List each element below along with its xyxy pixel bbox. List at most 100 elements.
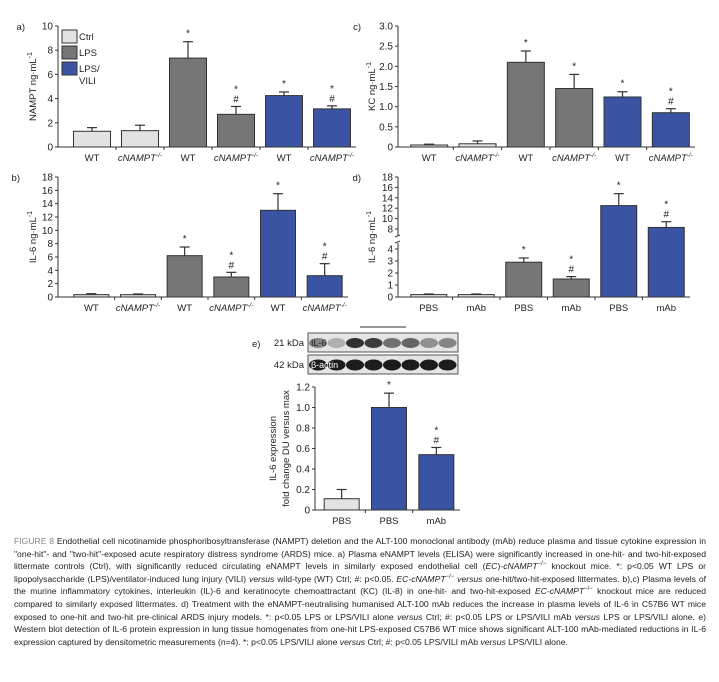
significance-star: *	[229, 250, 233, 261]
y-tick-label: 1.0	[296, 403, 310, 414]
blot-band	[364, 359, 383, 371]
x-tick-label: PBS	[332, 516, 351, 527]
y-tick-label: 0.8	[296, 424, 310, 435]
y-tick-label: 2	[387, 269, 393, 280]
y-tick-label: 4	[47, 94, 53, 105]
caption-text: knockout mice are reduced compared to si…	[14, 586, 706, 622]
panel-label: e)	[252, 339, 260, 350]
caption-text: cNAMPT	[503, 561, 538, 572]
bar	[313, 108, 351, 148]
y-axis-label: IL-6 expression	[268, 416, 279, 481]
y-tick-label: 14	[382, 193, 394, 204]
x-tick-label: cNAMPT-/-	[118, 152, 163, 164]
x-tick-label: WT	[271, 303, 286, 314]
x-tick-label: PBS	[379, 516, 398, 527]
y-tick-label: 0.2	[296, 485, 310, 496]
y-tick-label: 4	[387, 245, 393, 256]
y-axis-label-sup: -1	[366, 211, 373, 217]
bar	[306, 275, 343, 298]
panel-label: c)	[353, 22, 361, 33]
x-tick-label: PBS	[609, 303, 628, 314]
bar	[169, 57, 207, 148]
caption-text: EC-cNAMPT	[396, 573, 446, 584]
bar	[457, 294, 495, 298]
y-tick-label: 10	[42, 22, 54, 33]
x-tick-label: WT	[277, 153, 292, 164]
x-tick-label-sup: -/-	[247, 302, 254, 309]
y-tick-label: 8	[47, 239, 53, 250]
bar	[73, 294, 110, 298]
bar	[505, 261, 543, 298]
caption-text: EC-cNAMPT	[534, 586, 585, 597]
bar	[506, 61, 545, 148]
x-tick-label-sup: -/-	[687, 152, 694, 159]
significance-star: *	[323, 242, 327, 253]
bar	[555, 88, 594, 148]
y-tick-label: 12	[42, 213, 54, 224]
bar	[73, 130, 111, 148]
significance-star: *	[276, 181, 280, 192]
y-tick-label: 0.6	[296, 444, 310, 455]
y-tick-label: 2	[47, 279, 53, 290]
significance-star: *	[234, 84, 238, 95]
x-tick-label: cNAMPT-/-	[310, 152, 355, 164]
y-tick-label: 16	[382, 183, 394, 194]
y-tick-label: 0	[47, 293, 53, 304]
x-tick-label: WT	[518, 153, 533, 164]
x-tick-label: WT	[181, 153, 196, 164]
significance-star: *	[569, 255, 573, 266]
blot-band	[346, 359, 364, 371]
significance-star: *	[572, 61, 576, 72]
blot-band	[309, 338, 327, 348]
y-tick-label: 8	[47, 46, 53, 57]
x-tick-label: PBS	[419, 303, 438, 314]
y-axis-label-sup: -1	[27, 52, 34, 58]
chart-panel-c: 0 0.5 1.0 1.5 2.0 2.5 3.0 KC ng·mL-1 c) WT cNAMPT-…	[353, 22, 695, 164]
x-tick-label-sup: -/-	[154, 302, 161, 309]
bar	[371, 407, 407, 511]
blot-band	[327, 359, 346, 371]
x-tick-label: WT	[615, 153, 630, 164]
y-axis-label: IL-6 ng·mL-1	[366, 211, 378, 263]
y-tick-label: 18	[42, 173, 54, 184]
legend: Ctrl LPS LPS/VILI	[61, 29, 100, 87]
significance-hash: #	[568, 265, 574, 276]
y-tick-label: 1.2	[296, 383, 310, 394]
legend-swatch-lps	[61, 45, 78, 60]
y-tick-label: 0	[304, 506, 310, 517]
y-tick-label: 18	[382, 173, 394, 184]
caption-text: LPS/VILI alone.	[505, 636, 568, 647]
x-tick-label: cNAMPT-/-	[214, 152, 259, 164]
x-tick-label: cNAMPT-/-	[303, 302, 348, 314]
bar	[410, 144, 449, 148]
bar	[600, 205, 638, 298]
caption-text: knockout mice. *: p<0.05 WT LPS or lipop…	[14, 561, 706, 584]
bar	[120, 294, 156, 298]
y-tick-label: 16	[42, 186, 54, 197]
significance-hash: #	[663, 210, 669, 221]
significance-hash: #	[434, 435, 440, 446]
y-tick-label: 10	[382, 214, 394, 225]
caption-text: Endothelial cell nicotinamide phosphorib…	[14, 536, 706, 572]
y-axis-label-sup: -1	[366, 62, 373, 68]
y-tick-label: 14	[42, 199, 54, 210]
bar	[603, 96, 642, 148]
blot-band	[327, 338, 346, 348]
caption-text: one-hit/two-hit-exposed littermates. b),…	[14, 573, 706, 597]
x-tick-label: WT	[422, 153, 437, 164]
significance-star: *	[387, 380, 391, 391]
blot-band	[309, 359, 327, 371]
legend-label-lps: LPS	[79, 48, 97, 59]
bar	[213, 276, 250, 298]
blot-row-label: IL-6	[311, 338, 327, 348]
y-tick-label: 0.4	[296, 465, 310, 476]
bar	[323, 498, 360, 511]
legend-swatch-vili	[61, 61, 78, 76]
y-axis-label: NAMPT ng·mL-1	[27, 52, 39, 121]
legend-label-vili-2: VILI	[79, 76, 96, 87]
significance-hash: #	[329, 94, 335, 105]
y-tick-label: 1.5	[379, 82, 393, 93]
chart-panel-b: 0 2 4 6 8 10 12 14 16 18 IL-6 ng·mL-1 b) WT cNAMPT-/-…	[12, 173, 348, 314]
caption-text: EC	[485, 561, 498, 572]
x-tick-label-sup: -/-	[493, 152, 500, 159]
